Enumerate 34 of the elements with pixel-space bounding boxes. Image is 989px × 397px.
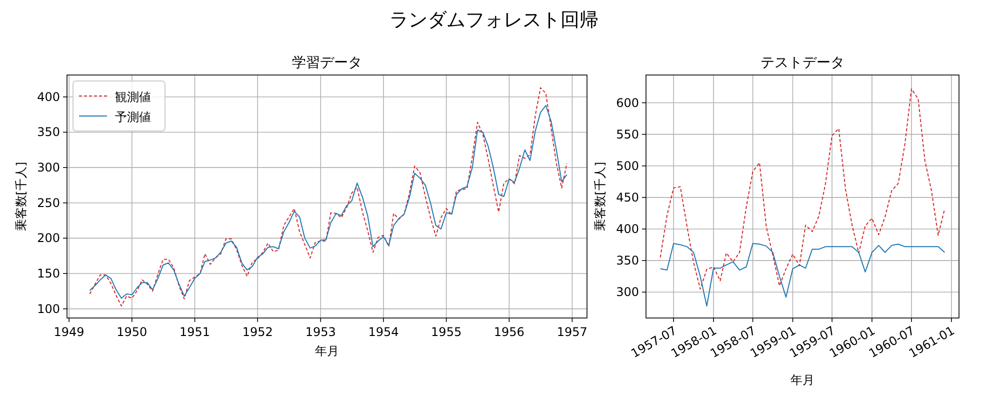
x-tick-label: 1951 (179, 325, 210, 339)
y-tick-label: 100 (37, 302, 60, 316)
x-axis-title: 年月 (315, 344, 339, 358)
y-tick-label: 400 (616, 222, 639, 236)
y-tick-label: 250 (37, 196, 60, 210)
y-tick-label: 550 (616, 127, 639, 142)
x-tick-label: 1950 (116, 325, 148, 339)
line-series (660, 88, 946, 290)
x-tick-label: 1956 (494, 325, 524, 339)
line-series (660, 243, 946, 307)
y-tick-label: 300 (37, 160, 60, 175)
y-tick-label: 200 (37, 231, 60, 246)
x-tick-label: 1954 (368, 325, 399, 339)
y-axis-title: 乗客数[千人] (14, 162, 28, 232)
x-axis-title: 年月 (790, 373, 814, 387)
chart-title: 学習データ (292, 55, 362, 71)
x-tick-label: 1953 (305, 325, 336, 339)
y-axis-title: 乗客数[千人] (593, 162, 607, 232)
x-tick-label: 1957 (556, 325, 588, 339)
x-tick-label: 1949 (54, 325, 84, 339)
y-tick-label: 450 (616, 190, 639, 204)
y-tick-label: 350 (616, 254, 639, 268)
y-tick-label: 600 (616, 96, 639, 110)
legend-label: 観測値 (115, 90, 151, 104)
y-tick-label: 400 (37, 90, 60, 104)
y-tick-label: 350 (37, 125, 60, 140)
y-tick-label: 150 (37, 266, 60, 280)
legend-label: 予測値 (115, 110, 151, 124)
chart-title: テストデータ (760, 55, 844, 71)
x-tick-label: 1955 (431, 325, 462, 339)
y-tick-label: 300 (616, 285, 639, 300)
x-tick-label: 1952 (242, 325, 273, 339)
y-tick-label: 500 (616, 158, 639, 173)
text: ランダムフォレスト回帰 (390, 9, 598, 31)
